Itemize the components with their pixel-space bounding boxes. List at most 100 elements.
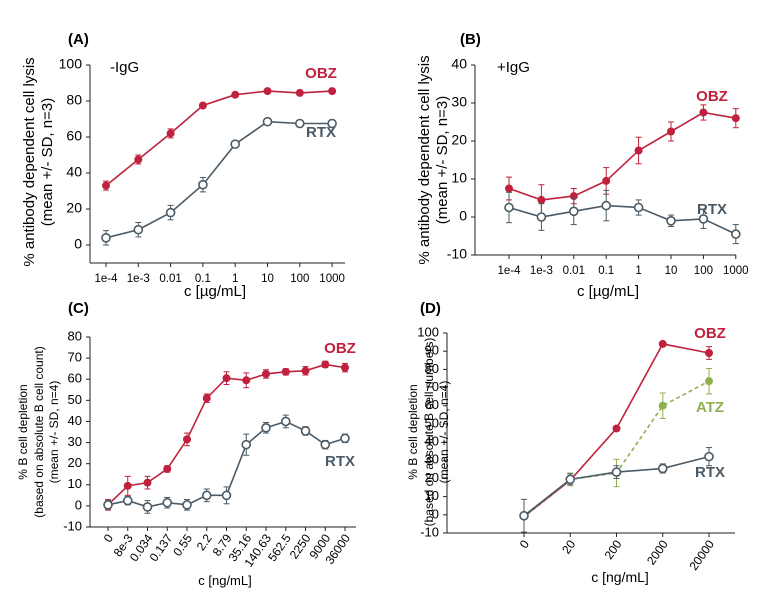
chart-0-y-tick-label: 80	[66, 92, 82, 108]
chart-2-series-rtx-point	[162, 497, 173, 508]
panel-c-chart: (C)-100102030405060708008e-30.0340.1370.…	[16, 300, 356, 588]
chart-2-y-tick-label: 0	[75, 497, 82, 512]
chart-1-series-rtx-point	[730, 229, 741, 239]
chart-3-series-atz-point	[705, 377, 713, 386]
chart-1-series-obz-point	[505, 184, 513, 193]
chart-1-series-rtx-point	[601, 200, 612, 211]
chart-0-series-obz-point	[328, 87, 337, 96]
chart-0-series-obz-point	[295, 88, 304, 97]
chart-3-y-tick-label: 70	[425, 379, 439, 394]
chart-1-x-tick-label: 1e-3	[530, 265, 553, 277]
chart-1-y-tick-label: 10	[451, 170, 467, 186]
chart-0-series-rtx-point	[165, 207, 176, 218]
chart-3-x-axis-title: c [ng/mL]	[591, 569, 649, 585]
chart-2-series-obz-point	[321, 360, 330, 369]
chart-0-x-tick-label: 100	[290, 273, 309, 285]
chart-3-series-rtx-label: RTX	[695, 464, 725, 481]
chart-3-y-tick-label: -10	[420, 524, 439, 539]
chart-3-y-axis-title-line2: (based on absolute B cell numbers)	[422, 338, 436, 527]
chart-1-series-obz-point	[634, 146, 643, 155]
chart-2-series-rtx-label: RTX	[325, 453, 355, 470]
chart-2-series-rtx-point	[280, 416, 291, 427]
chart-3-y-tick-label: 80	[425, 361, 439, 376]
chart-3-y-tick-label: 40	[425, 434, 439, 449]
chart-2-series-rtx-point	[320, 439, 331, 450]
chart-2-y-tick-label: 40	[68, 413, 82, 428]
chart-2-series-rtx-point	[300, 426, 311, 436]
chart-2-y-tick-label: 50	[68, 392, 82, 407]
chart-1-y-tick-label: -10	[447, 246, 467, 262]
chart-1-series-obz-point	[731, 114, 740, 123]
chart-1-x-tick-label: 0.1	[598, 265, 614, 277]
chart-0-series-obz-line	[105, 90, 333, 187]
chart-0-x-tick-label: 0.1	[195, 273, 211, 285]
chart-2-x-tick-label: 0	[101, 531, 116, 545]
chart-2-y-tick-label: 10	[68, 476, 82, 491]
chart-2-series-rtx-point	[201, 490, 212, 501]
chart-3-series-atz-label: ATZ	[696, 399, 724, 416]
chart-1-x-tick-label: 1000	[723, 265, 749, 277]
chart-1-series-rtx-point	[504, 202, 514, 213]
chart-2-y-tick-label: 70	[68, 350, 82, 365]
chart-3-y-tick-label: 50	[425, 415, 439, 430]
chart-3-y-tick-label: 20	[425, 470, 439, 485]
chart-0-y-tick-label: 60	[66, 128, 82, 144]
chart-2-series-obz-point	[242, 376, 251, 385]
chart-3-series-rtx-point	[704, 451, 714, 462]
chart-1-series-obz-point	[602, 176, 611, 185]
chart-0-x-tick-label: 10	[261, 273, 274, 285]
chart-3-series-obz-point	[612, 424, 621, 433]
chart-2-series-obz-point	[123, 481, 132, 490]
chart-3-y-tick-label: 0	[432, 506, 439, 521]
chart-0-x-tick-label: 1e-4	[94, 273, 118, 285]
chart-3-panel-label: (D)	[420, 300, 441, 317]
chart-2-series-obz-point	[222, 374, 231, 383]
chart-2-series-rtx-point	[142, 502, 153, 512]
chart-0-x-tick-label: 0.01	[159, 273, 181, 285]
chart-0-series-rtx-point	[294, 118, 305, 129]
chart-3-x-tick-label: 2000	[644, 537, 671, 567]
chart-2-x-tick-label: 0.55	[170, 531, 195, 558]
panel-d-chart: (D) -10 0 10 20 30 40 50 60 70 80 90 100 0 20 200 2000 20…	[406, 300, 735, 585]
chart-3-x-tick-label: 200	[602, 537, 625, 562]
chart-0-series-obz-point	[198, 101, 207, 110]
chart-2-panel-label: (C)	[68, 300, 89, 317]
chart-2-series-obz-point	[262, 369, 270, 378]
chart-2-series-obz-point	[301, 366, 310, 375]
chart-0-y-tick-label: 40	[66, 164, 82, 180]
chart-1-series-rtx-point	[698, 214, 709, 224]
chart-3-series-rtx-point	[657, 463, 668, 474]
chart-3-y-tick-label: 90	[425, 343, 439, 358]
chart-3-y-axis-title-line3: (mean +/- SD, n=4)	[437, 381, 451, 484]
chart-1-y-tick-label: 0	[459, 208, 467, 224]
chart-1-series-obz-point	[667, 127, 675, 136]
chart-0-x-axis-title: c [µg/mL]	[184, 283, 246, 300]
chart-1-series-obz-point	[699, 108, 708, 117]
chart-0-y-axis-title-line: % antibody dependent cell lysis	[21, 57, 38, 266]
panel-b-chart: (B) +IgG -10 0 10 20 30 40 1e-4 1e-3 0.01 0.1 1 10 100…	[416, 31, 749, 300]
chart-1-annotation: +IgG	[497, 59, 530, 76]
chart-1-series-rtx-point	[536, 212, 547, 222]
chart-0-series-rtx-point	[327, 118, 337, 129]
chart-1-series-obz-label: OBZ	[696, 88, 728, 105]
chart-0-series-obz-point	[166, 129, 175, 138]
chart-1-series-obz-point	[537, 195, 546, 204]
chart-2-series-rtx-point	[241, 439, 252, 450]
chart-0-series-rtx-point	[133, 224, 144, 235]
chart-0-y-axis-title-line2: (mean +/- SD, n=3)	[39, 98, 56, 226]
chart-3-y-axis-title-line: % B cell depletion	[406, 384, 420, 479]
chart-0-series-rtx-point	[230, 139, 240, 149]
chart-3-y-tick-label: 60	[425, 397, 439, 412]
chart-2-series-obz-label: OBZ	[324, 340, 356, 357]
chart-0-series-obz-point	[102, 181, 110, 190]
chart-3-y-tick-label: 10	[425, 488, 439, 503]
chart-1-y-tick-label: 40	[451, 56, 467, 72]
chart-1-x-axis-title: c [µg/mL]	[577, 283, 639, 300]
chart-2-series-obz-point	[183, 435, 191, 444]
chart-1-x-tick-label: 1e-4	[497, 265, 521, 277]
chart-2-series-rtx-point	[122, 495, 133, 506]
chart-0-y-tick-label: 20	[66, 200, 82, 216]
chart-0-series-obz-point	[263, 87, 272, 96]
chart-2-y-tick-label: -10	[63, 518, 82, 533]
chart-2-y-tick-label: 60	[68, 371, 82, 386]
